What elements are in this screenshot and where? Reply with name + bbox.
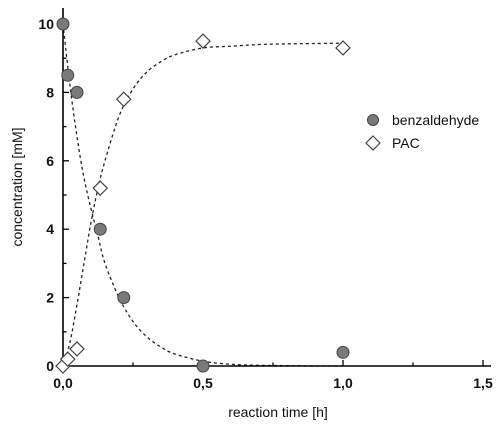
x-tick-label: 1,0 (333, 375, 353, 391)
legend: benzaldehyde PAC (365, 112, 479, 151)
fit-curves (62, 23, 344, 367)
legend-marker-pac (365, 135, 381, 151)
point-pac (115, 91, 132, 108)
axis-ticks: 0 2 4 6 8 10 0,0 0,5 1,0 1,5 (38, 16, 493, 391)
point-pac (92, 180, 109, 197)
axes (62, 8, 491, 367)
y-axis-title: concentration [mM] (9, 127, 25, 246)
y-tick-label: 6 (46, 153, 54, 169)
legend-label-benzaldehyde: benzaldehyde (392, 112, 479, 128)
point-benzaldehyde (61, 68, 75, 82)
point-benzaldehyde (117, 291, 131, 305)
x-axis-title: reaction time [h] (228, 404, 328, 420)
point-pac (59, 351, 76, 368)
fit-curve-pac (62, 42, 344, 367)
fit-curve-benzaldehyde (62, 23, 344, 367)
data-points (55, 17, 351, 374)
point-benzaldehyde (56, 17, 70, 31)
x-tick-label: 0,0 (53, 375, 73, 391)
point-pac (195, 33, 211, 49)
y-tick-label: 0 (46, 358, 54, 374)
y-tick-label: 2 (46, 290, 54, 306)
legend-label-pac: PAC (392, 135, 420, 151)
y-tick-label: 10 (38, 16, 54, 32)
point-benzaldehyde (70, 85, 84, 99)
point-pac (69, 341, 85, 357)
legend-marker-benzaldehyde (367, 114, 379, 126)
y-tick-label: 8 (46, 84, 54, 100)
y-tick-label: 4 (46, 221, 54, 237)
point-benzaldehyde (93, 222, 107, 236)
point-benzaldehyde (336, 345, 350, 359)
x-tick-label: 1,5 (473, 375, 493, 391)
point-benzaldehyde (196, 359, 210, 373)
x-tick-label: 0,5 (193, 375, 213, 391)
point-pac (335, 40, 351, 56)
